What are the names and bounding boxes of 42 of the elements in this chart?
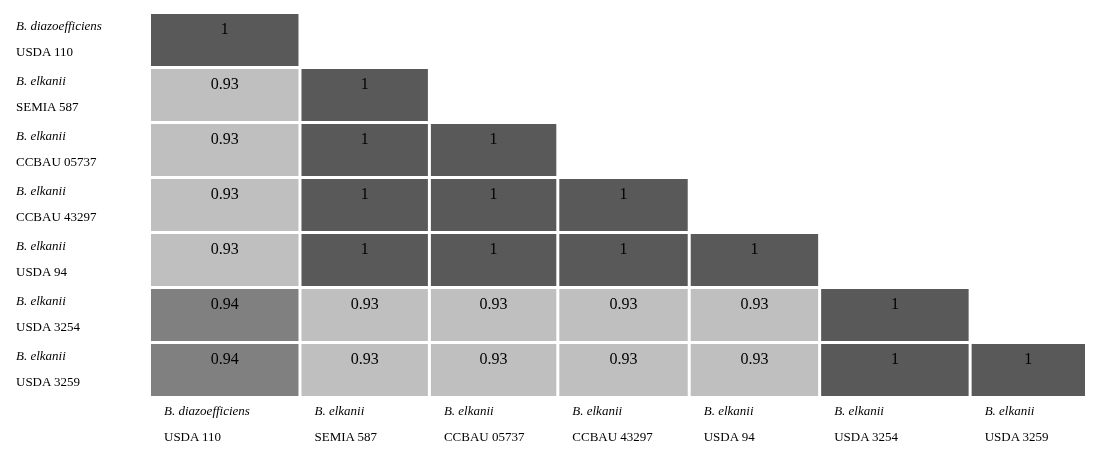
x-tick-label: B. elkanii CCBAU 43297: [572, 403, 654, 444]
x-tick-label: B. elkanii USDA 3259: [984, 403, 1049, 444]
data-label: 1: [489, 185, 498, 202]
y-tick-label: B. elkanii CCBAU 05737: [16, 128, 98, 169]
x-tick-label: B. elkanii USDA 94: [703, 403, 756, 444]
data-label: 0.94: [210, 295, 239, 312]
data-label: 1: [890, 350, 899, 367]
data-label: 1: [1024, 350, 1033, 367]
data-label: 0.93: [740, 350, 769, 367]
data-label: 0.93: [210, 130, 239, 147]
y-tick-label: B. elkanii SEMIA 587: [16, 73, 79, 114]
y-tick-label: B. elkanii USDA 94: [16, 238, 68, 279]
x-tick-label: B. elkanii USDA 3254: [834, 403, 899, 444]
data-label: 1: [489, 130, 498, 147]
x-tick-label: B. elkanii CCBAU 05737: [443, 403, 525, 444]
x-tick-label: B. elkanii SEMIA 587: [314, 403, 378, 444]
data-label: 0.93: [740, 295, 769, 312]
data-label: 0.93: [350, 350, 379, 367]
data-label: 0.93: [479, 295, 508, 312]
data-label: 1: [619, 185, 628, 202]
data-label: 0.94: [210, 350, 239, 367]
y-tick-label: B. elkanii USDA 3259: [16, 348, 80, 389]
data-label: 0.93: [210, 75, 239, 92]
data-label: 1: [220, 20, 229, 37]
data-label: 0.93: [210, 185, 239, 202]
data-label: 0.93: [609, 350, 638, 367]
y-tick-label: B. elkanii CCBAU 43297: [16, 183, 98, 224]
data-label: 0.93: [479, 350, 508, 367]
y-tick-label: B. elkanii USDA 3254: [16, 293, 81, 334]
y-tick-label: B. diazoefficiens USDA 110: [16, 18, 102, 59]
data-label: 0.93: [350, 295, 379, 312]
x-tick-label: B. diazoefficiens USDA 110: [164, 403, 250, 444]
data-label: 1: [360, 185, 369, 202]
data-label: 1: [489, 240, 498, 257]
data-label: 1: [360, 240, 369, 257]
data-label: 1: [360, 75, 369, 92]
data-label: 1: [360, 130, 369, 147]
data-label: 1: [750, 240, 759, 257]
data-label: 1: [619, 240, 628, 257]
data-label: 0.93: [609, 295, 638, 312]
data-label: 1: [890, 295, 899, 312]
data-label: 0.93: [210, 240, 239, 257]
